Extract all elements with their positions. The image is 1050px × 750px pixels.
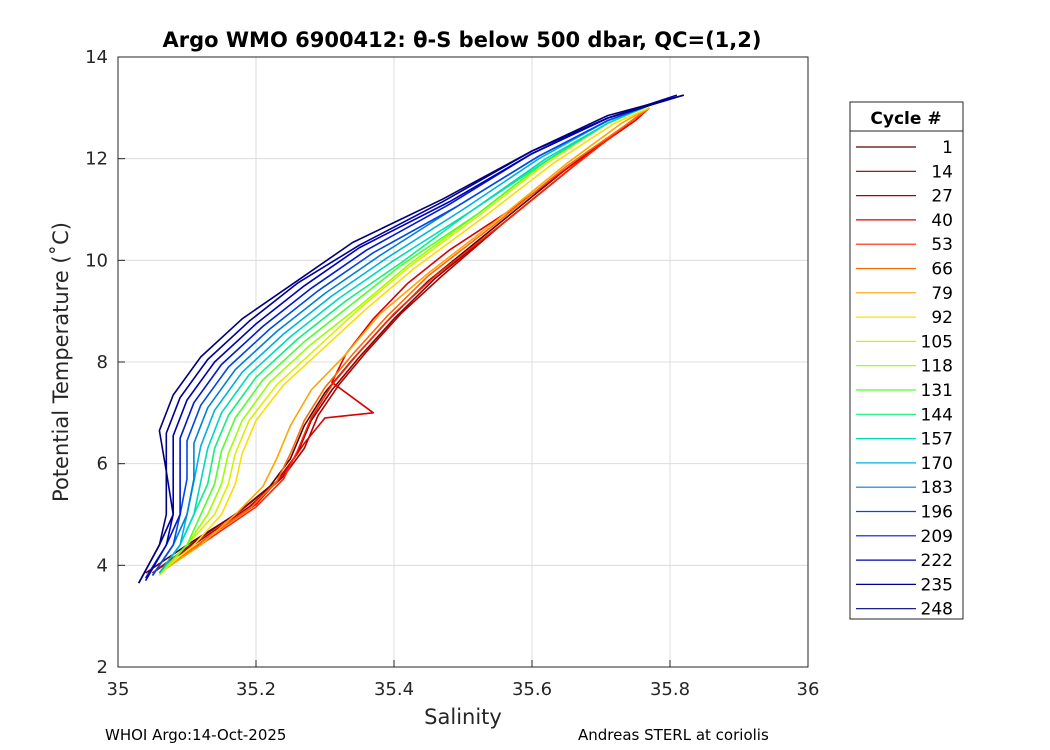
legend-label-157: 157 xyxy=(921,430,953,450)
legend-label-105: 105 xyxy=(921,332,953,352)
x-ticks: 35 35.2 35.4 35.6 35.8 36 xyxy=(107,660,820,700)
legend-label-170: 170 xyxy=(921,454,953,474)
series-line-cycle-79 xyxy=(158,107,650,574)
legend-items: 1 14 27 40 53 66 79 92 105 118 131 144 157 170 183 196 2… xyxy=(856,138,953,620)
series-line-cycle-105 xyxy=(158,104,650,577)
series-line-cycle-92 xyxy=(158,107,650,574)
legend-label-79: 79 xyxy=(931,284,953,304)
x-tick-label: 35 xyxy=(107,679,130,700)
y-tick-label: 4 xyxy=(97,555,108,576)
x-tick-label: 35.4 xyxy=(374,679,414,700)
legend-label-66: 66 xyxy=(931,260,953,280)
y-tick-label: 8 xyxy=(97,352,108,373)
y-tick-label: 14 xyxy=(85,47,108,68)
legend-label-183: 183 xyxy=(921,478,953,498)
chart-title: Argo WMO 6900412: θ-S below 500 dbar, QC… xyxy=(163,28,762,52)
legend-label-144: 144 xyxy=(921,405,953,425)
series-line-cycle-157 xyxy=(158,104,650,574)
series-line-cycle-248 xyxy=(137,94,685,584)
series-line-cycle-131 xyxy=(158,104,650,574)
y-tick-label: 6 xyxy=(97,454,108,475)
legend-label-53: 53 xyxy=(931,235,953,255)
legend-box xyxy=(849,101,964,620)
footer-left: WHOI Argo:14-Oct-2025 xyxy=(105,726,287,744)
x-tick-label: 35.6 xyxy=(512,679,552,700)
series-line-cycle-144 xyxy=(158,104,650,574)
legend-label-209: 209 xyxy=(921,527,953,547)
series-line-cycle-66 xyxy=(158,107,650,574)
plot-area: 35 35.2 35.4 35.6 35.8 36 2 4 6 8 10 12 14 xyxy=(85,47,819,700)
series-line-cycle-222 xyxy=(144,94,678,582)
legend-label-131: 131 xyxy=(921,381,953,401)
x-axis-label: Salinity xyxy=(424,705,502,729)
legend-label-235: 235 xyxy=(921,575,953,595)
y-ticks: 2 4 6 8 10 12 14 xyxy=(85,47,125,678)
y-axis-label: Potential Temperature (˚C) xyxy=(49,222,73,502)
series-group xyxy=(137,94,685,584)
legend-label-92: 92 xyxy=(931,308,953,328)
x-tick-label: 35.2 xyxy=(236,679,276,700)
legend-label-27: 27 xyxy=(931,187,953,207)
legend-title: Cycle # xyxy=(870,109,941,129)
legend-label-196: 196 xyxy=(921,503,953,523)
y-tick-label: 2 xyxy=(97,657,108,678)
legend-label-222: 222 xyxy=(921,551,953,571)
footer-right: Andreas STERL at coriolis xyxy=(578,726,769,744)
x-tick-label: 36 xyxy=(797,679,820,700)
legend-label-118: 118 xyxy=(921,357,953,377)
y-tick-label: 10 xyxy=(85,250,108,271)
series-line-cycle-53 xyxy=(158,107,650,574)
y-tick-label: 12 xyxy=(85,149,108,170)
x-tick-label: 35.8 xyxy=(650,679,690,700)
legend-label-40: 40 xyxy=(931,211,953,231)
legend-label-248: 248 xyxy=(921,600,953,620)
legend-label-14: 14 xyxy=(931,162,953,182)
legend: Cycle # 1 14 27 40 53 66 79 92 105 118 131 144 157 17… xyxy=(849,101,964,620)
legend-label-1: 1 xyxy=(942,138,953,158)
series-line-cycle-196 xyxy=(151,99,664,576)
